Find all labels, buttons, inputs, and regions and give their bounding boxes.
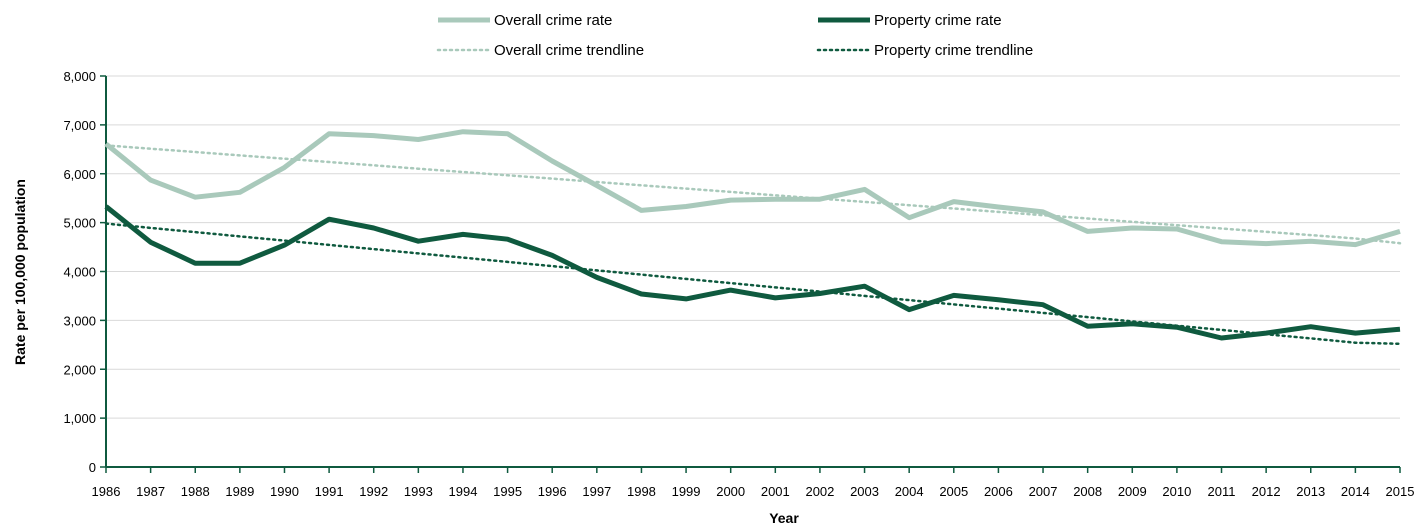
x-tick-label: 1987 <box>136 484 165 499</box>
x-tick-label: 1992 <box>359 484 388 499</box>
y-tick-label: 1,000 <box>63 411 96 426</box>
x-tick-label: 1995 <box>493 484 522 499</box>
x-tick-label: 1994 <box>449 484 478 499</box>
series-line-property-crime-trendline <box>104 222 1402 346</box>
x-tick-label: 1991 <box>315 484 344 499</box>
series-lines <box>104 129 1402 346</box>
y-tick-label: 0 <box>89 460 96 475</box>
series-line-property-crime-rate <box>104 204 1401 341</box>
legend-label-overall-crime-rate: Overall crime rate <box>494 12 612 29</box>
x-tick-label: 1990 <box>270 484 299 499</box>
x-tick-label: 2005 <box>939 484 968 499</box>
x-tick-label: 1998 <box>627 484 656 499</box>
x-tick-label: 2001 <box>761 484 790 499</box>
legend-label-overall-crime-trendline: Overall crime trendline <box>494 42 644 59</box>
x-tick-label: 1989 <box>225 484 254 499</box>
y-tick-label: 8,000 <box>63 69 96 84</box>
y-tick-label: 3,000 <box>63 313 96 328</box>
y-tick-label: 2,000 <box>63 362 96 377</box>
series-line-overall-crime-trendline <box>104 144 1402 245</box>
x-tick-label: 2002 <box>805 484 834 499</box>
x-tick-label: 2009 <box>1118 484 1147 499</box>
x-tick-label: 1997 <box>582 484 611 499</box>
x-tick-label: 1999 <box>672 484 701 499</box>
x-tick-label: 1993 <box>404 484 433 499</box>
x-tick-label: 2007 <box>1029 484 1058 499</box>
legend-label-property-crime-trendline: Property crime trendline <box>874 42 1033 59</box>
x-tick-label: 1988 <box>181 484 210 499</box>
y-axis: 0 1,000 2,000 3,000 4,000 5,000 6,000 7,000 8,00… <box>63 69 107 475</box>
legend: Overall crime rate Property crime rate Ove… <box>436 12 1033 59</box>
x-axis: 1986 1987 1988 1989 1990 1991 1992 1993 1994 1995… <box>92 466 1415 499</box>
y-axis-title: Rate per 100,000 population <box>12 179 28 365</box>
legend-label-property-crime-rate: Property crime rate <box>874 12 1002 29</box>
y-tick-label: 6,000 <box>63 167 96 182</box>
x-tick-label: 1986 <box>92 484 121 499</box>
x-tick-label: 2015 <box>1386 484 1415 499</box>
y-tick-label: 4,000 <box>63 265 96 280</box>
x-tick-label: 2013 <box>1296 484 1325 499</box>
x-axis-title: Year <box>769 510 799 526</box>
series-line-overall-crime-rate <box>104 129 1401 248</box>
x-tick-label: 2003 <box>850 484 879 499</box>
x-tick-label: 2014 <box>1341 484 1370 499</box>
x-tick-label: 2004 <box>895 484 924 499</box>
y-tick-label: 7,000 <box>63 118 96 133</box>
x-tick-label: 2008 <box>1073 484 1102 499</box>
y-tick-label: 5,000 <box>63 216 96 231</box>
x-tick-label: 2012 <box>1252 484 1281 499</box>
x-tick-label: 2006 <box>984 484 1013 499</box>
x-tick-label: 1996 <box>538 484 567 499</box>
x-tick-label: 2011 <box>1208 484 1236 499</box>
x-tick-label: 2010 <box>1162 484 1191 499</box>
x-tick-label: 2000 <box>716 484 745 499</box>
gridlines <box>106 75 1400 419</box>
